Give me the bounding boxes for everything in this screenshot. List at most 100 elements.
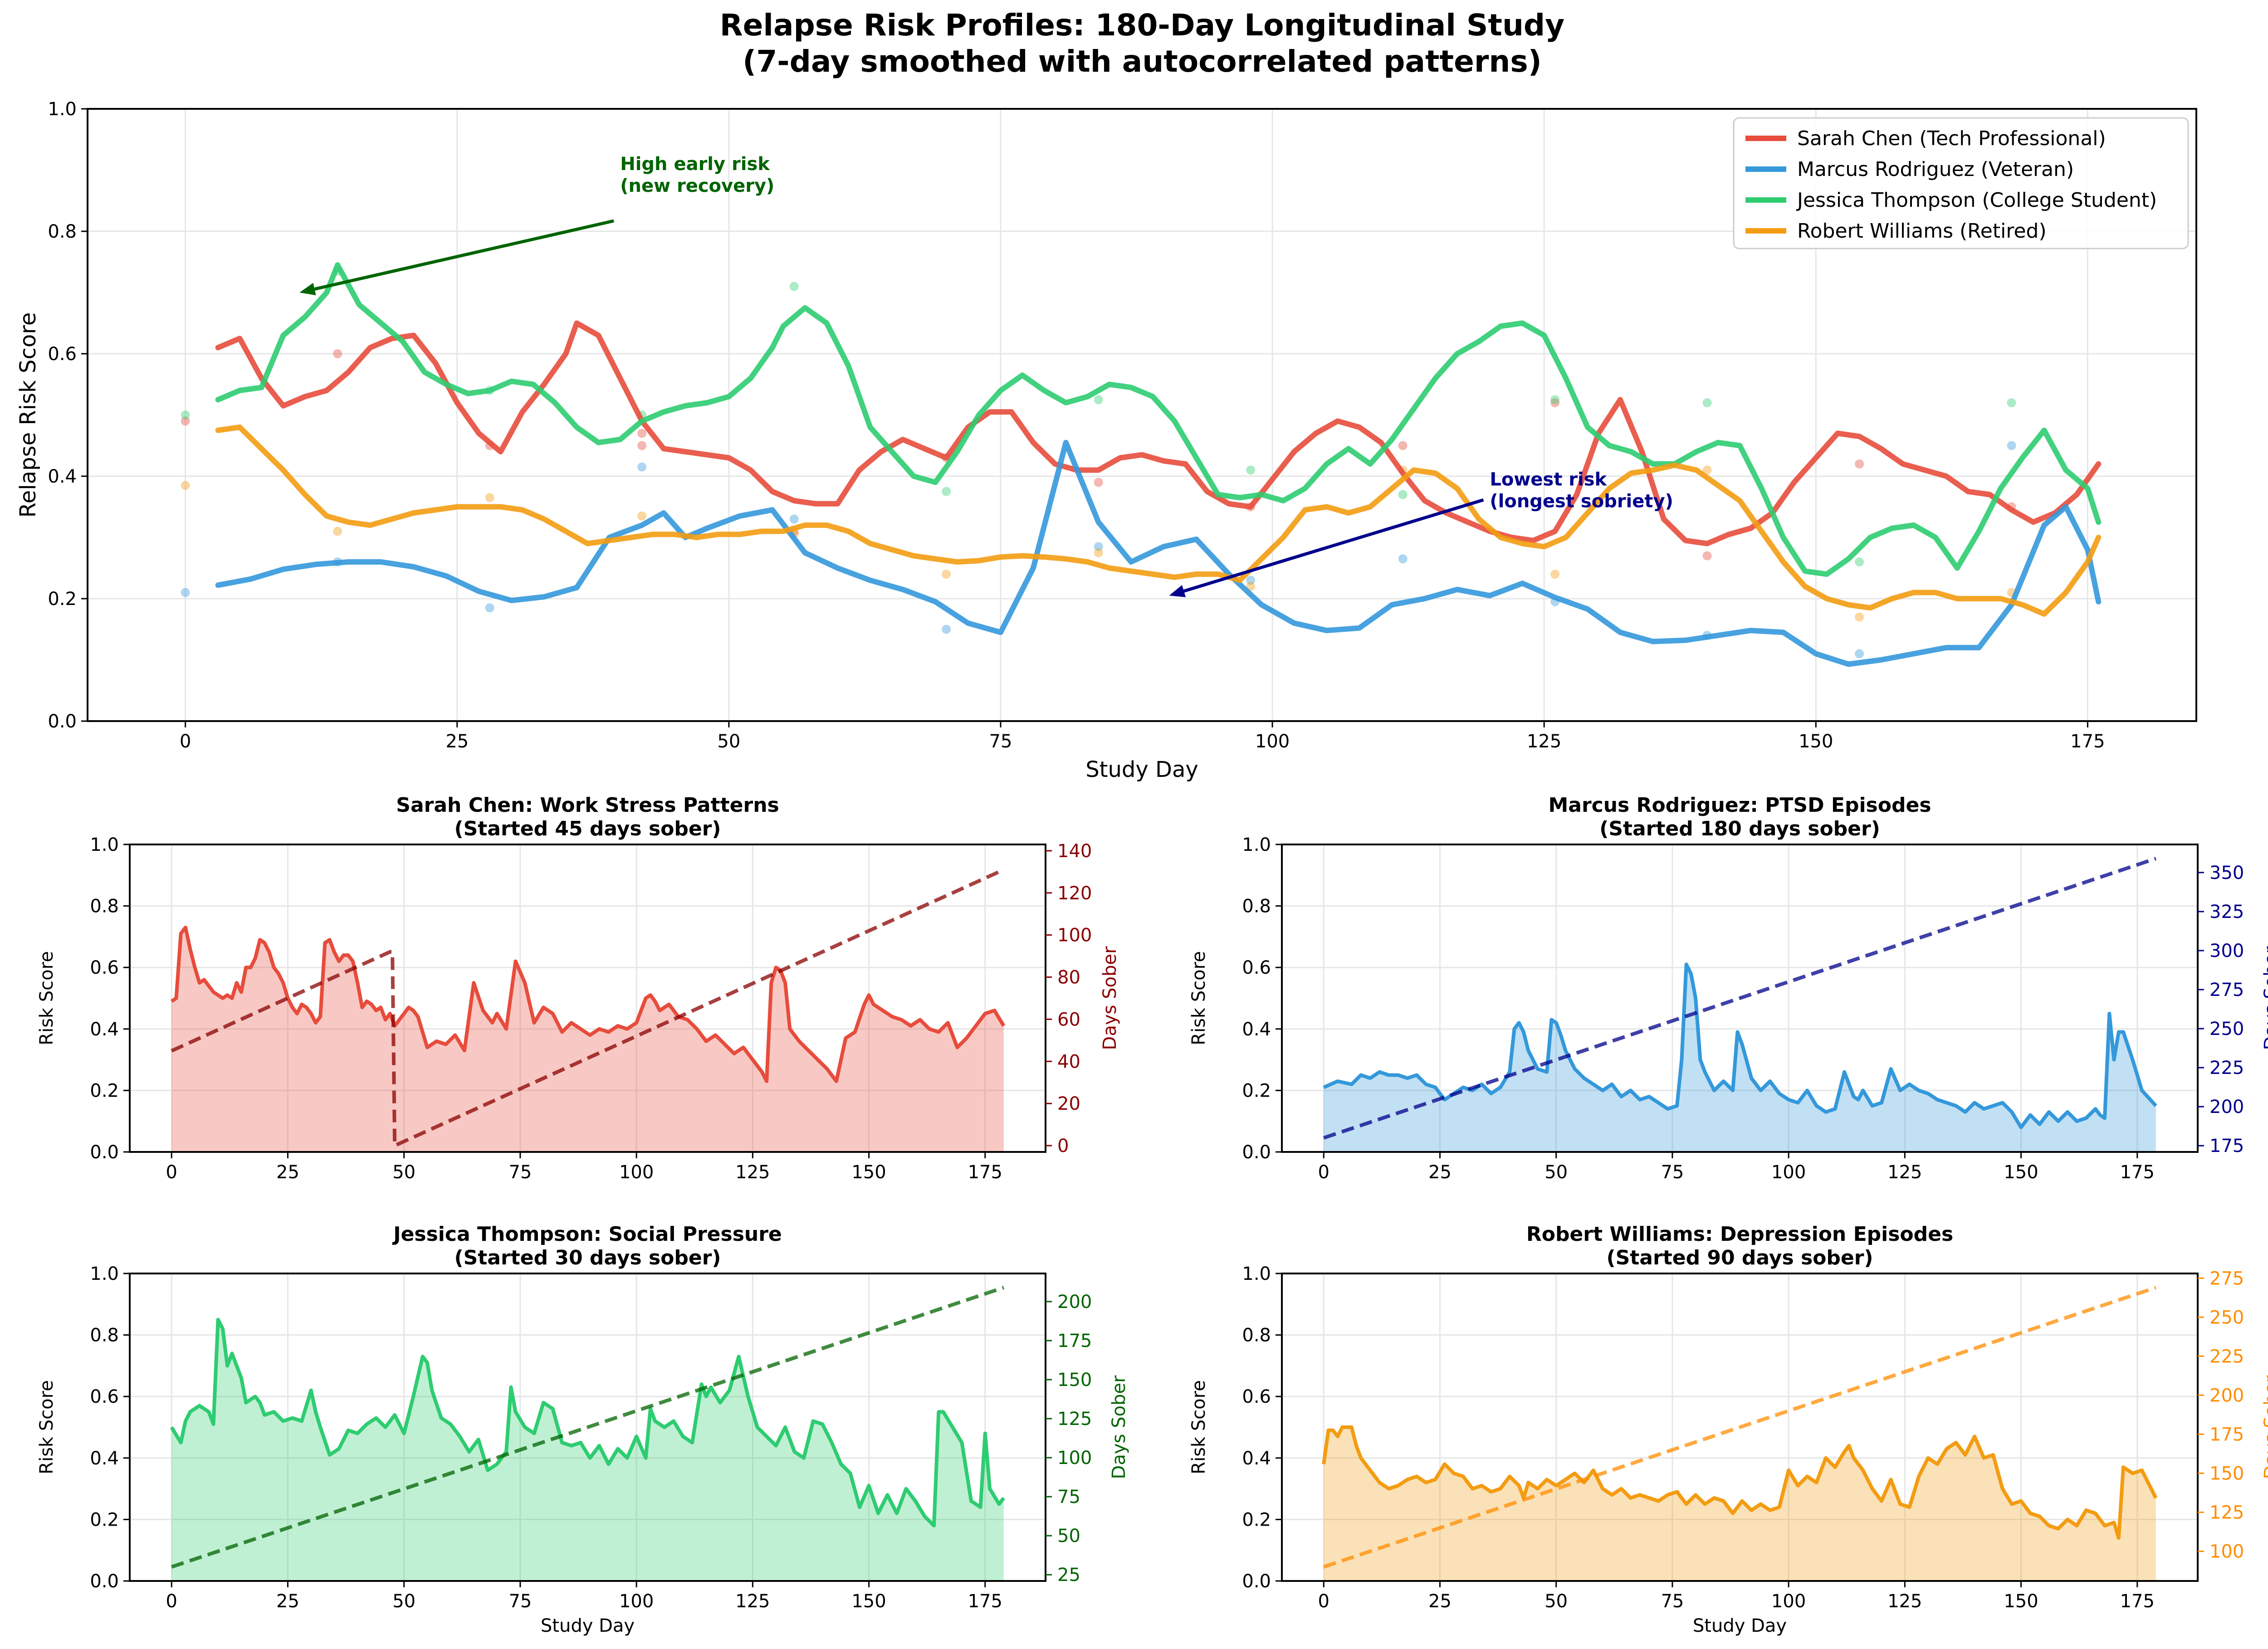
weekly-point bbox=[181, 588, 190, 597]
y-tick-label: 0.0 bbox=[90, 1571, 119, 1592]
legend-label: Sarah Chen (Tech Professional) bbox=[1797, 127, 2106, 150]
y2-tick-label: 225 bbox=[2209, 1058, 2244, 1078]
days-sober-line bbox=[1323, 1286, 2157, 1569]
y-tick-label: 0.4 bbox=[90, 1019, 119, 1040]
x-tick-label: 25 bbox=[276, 1591, 299, 1612]
weekly-point bbox=[789, 282, 799, 291]
x-tick-label: 175 bbox=[2120, 1162, 2155, 1183]
x-tick-label: 150 bbox=[1799, 731, 1833, 752]
y2-tick-label: 175 bbox=[2209, 1136, 2244, 1156]
y2-tick-label: 75 bbox=[1057, 1487, 1080, 1508]
y-tick-label: 0.6 bbox=[1242, 957, 1271, 978]
x-tick-label: 25 bbox=[1428, 1591, 1452, 1612]
days-sober-line bbox=[171, 868, 1005, 1149]
risk-area bbox=[1324, 964, 2156, 1152]
x-tick-label: 150 bbox=[851, 1591, 886, 1612]
risk-line bbox=[1323, 962, 2157, 1129]
x-tick-label: 75 bbox=[989, 731, 1012, 752]
y-tick-label: 0.6 bbox=[48, 344, 77, 365]
annotation-text: (longest sobriety) bbox=[1490, 491, 1673, 512]
y2-tick-label: 175 bbox=[2209, 1424, 2244, 1445]
y2-tick-label: 100 bbox=[1057, 1448, 1092, 1468]
legend-label: Robert Williams (Retired) bbox=[1797, 220, 2047, 243]
y-tick-label: 0.2 bbox=[48, 589, 77, 610]
x-tick-label: 150 bbox=[2004, 1591, 2038, 1612]
weekly-point bbox=[2007, 398, 2016, 407]
y2-tick-label: 275 bbox=[2209, 980, 2244, 1000]
weekly-point bbox=[1398, 490, 1408, 499]
weekly-point bbox=[1550, 398, 1560, 407]
y-tick-label: 0.8 bbox=[1242, 896, 1271, 917]
y2-tick-label: 175 bbox=[1057, 1331, 1092, 1351]
weekly-point bbox=[1702, 398, 1712, 407]
y-axis-label: Risk Score bbox=[1188, 1380, 1209, 1474]
figure-subtitle: (7-day smoothed with autocorrelated patt… bbox=[743, 44, 1542, 79]
y2-tick-label: 125 bbox=[2209, 1503, 2244, 1523]
y2-tick-label: 125 bbox=[1057, 1409, 1092, 1429]
x-tick-label: 125 bbox=[735, 1162, 770, 1183]
panel-subtitle: (Started 45 days sober) bbox=[454, 817, 721, 840]
y-tick-label: 0.8 bbox=[48, 221, 77, 242]
y2-tick-label: 120 bbox=[1057, 883, 1092, 904]
y2-tick-label: 200 bbox=[1057, 1292, 1092, 1312]
days-sober-line bbox=[171, 1286, 1005, 1569]
x-tick-label: 0 bbox=[180, 731, 191, 752]
weekly-point bbox=[1702, 465, 1712, 475]
axes-frame bbox=[1281, 844, 2199, 1153]
weekly-point bbox=[1398, 441, 1408, 450]
weekly-point bbox=[1550, 570, 1560, 579]
annotation-arrow bbox=[314, 219, 615, 291]
y-tick-label: 1.0 bbox=[90, 834, 119, 855]
panel-sarah-chen: 0 25 50 75 100 125 150 175 0.0 0.2 0.4 0.6 0.8 1.0 Ris… bbox=[36, 794, 1120, 1183]
y-tick-label: 0.4 bbox=[90, 1448, 119, 1469]
weekly-point bbox=[1094, 548, 1103, 557]
risk-area bbox=[171, 927, 1004, 1152]
panel-subtitle: (Started 90 days sober) bbox=[1606, 1246, 1873, 1269]
weekly-point bbox=[2007, 441, 2016, 450]
x-tick-label: 75 bbox=[1661, 1591, 1684, 1612]
weekly-point bbox=[333, 349, 342, 358]
weekly-point bbox=[1246, 582, 1256, 591]
y-tick-label: 0.2 bbox=[90, 1080, 119, 1101]
y-tick-label: 0.0 bbox=[1242, 1142, 1271, 1163]
y2-tick-label: 250 bbox=[2209, 1019, 2244, 1039]
weekly-point bbox=[1855, 612, 1864, 622]
panel-title: Sarah Chen: Work Stress Patterns bbox=[396, 794, 779, 817]
x-tick-label: 100 bbox=[1771, 1162, 1806, 1183]
y2-tick-label: 350 bbox=[2209, 863, 2244, 883]
y-tick-label: 1.0 bbox=[1242, 834, 1271, 855]
y-tick-label: 1.0 bbox=[1242, 1264, 1271, 1284]
main-chart: High early risk(new recovery) Lowest risk… bbox=[15, 99, 2197, 782]
y-axis-label: Relapse Risk Score bbox=[15, 312, 41, 518]
x-tick-label: 0 bbox=[166, 1591, 177, 1612]
y-tick-label: 0.6 bbox=[90, 1386, 119, 1407]
y2-tick-label: 325 bbox=[2209, 902, 2244, 922]
x-tick-label: 125 bbox=[1887, 1162, 1922, 1183]
y2-tick-label: 275 bbox=[2209, 1268, 2244, 1289]
axes-frame bbox=[129, 844, 1046, 1153]
weekly-point bbox=[637, 462, 647, 472]
x-tick-label: 100 bbox=[619, 1162, 654, 1183]
y2-tick-label: 150 bbox=[2209, 1464, 2244, 1484]
weekly-point bbox=[181, 410, 190, 420]
annotation-arrow bbox=[1183, 498, 1484, 593]
weekly-point bbox=[1246, 465, 1256, 475]
y2-axis-label: Days Sober bbox=[2261, 946, 2268, 1050]
y-tick-label: 0.6 bbox=[90, 957, 119, 978]
panel-title: Marcus Rodriguez: PTSD Episodes bbox=[1548, 794, 1931, 817]
y-tick-label: 0.8 bbox=[90, 896, 119, 917]
y2-tick-label: 40 bbox=[1057, 1051, 1080, 1072]
weekly-point bbox=[1855, 649, 1864, 659]
panel-robert-williams: 0 25 50 75 100 125 150 175 0.0 0.2 0.4 0.6 0.8 1.0 Stu… bbox=[1188, 1223, 2268, 1636]
series-line bbox=[215, 262, 2102, 577]
annotation-arrowhead bbox=[1169, 585, 1186, 597]
y2-tick-label: 150 bbox=[1057, 1370, 1092, 1390]
annotation-text: (new recovery) bbox=[620, 176, 774, 196]
weekly-point bbox=[181, 416, 190, 426]
weekly-point bbox=[1094, 542, 1103, 551]
weekly-point bbox=[789, 514, 799, 524]
panel-jessica-thompson: 0 25 50 75 100 125 150 175 0.0 0.2 0.4 0.6 0.8 1.0 Stu… bbox=[36, 1223, 1129, 1636]
y2-tick-label: 250 bbox=[2209, 1307, 2244, 1328]
x-tick-label: 50 bbox=[1545, 1162, 1568, 1183]
